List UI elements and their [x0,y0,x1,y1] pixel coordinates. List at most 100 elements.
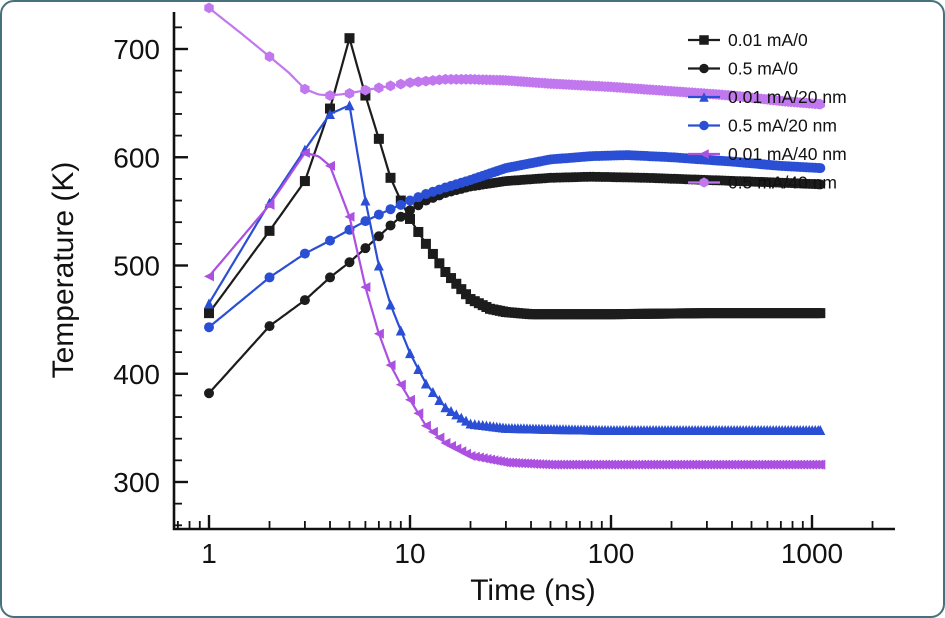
triangle-up-marker [427,387,438,398]
y-tick-label: 400 [113,359,160,390]
circle-marker [405,205,415,216]
triangle-left-marker [465,451,476,462]
triangle-up-marker [446,405,457,416]
circle-marker [395,211,406,222]
circle-marker [325,235,336,246]
triangle-up-marker [344,100,355,111]
legend-item[interactable]: 0.01 mA/40 nm [688,144,847,164]
hexagon-marker [699,177,709,188]
legend: 0.01 mA/0 0.5 mA/0 0.01 mA/20 nm 0.5 mA/20 … [688,30,847,193]
square-marker [344,33,355,44]
circle-marker [405,195,415,206]
series-0-01-ma-40-nm [204,147,826,470]
circle-marker [373,231,384,242]
hexagon-marker [360,84,371,96]
y-tick-label: 300 [113,467,160,498]
circle-marker [204,388,214,399]
circle-marker [385,220,396,231]
series-group [204,2,826,470]
legend-label: 0.01 mA/20 nm [728,87,847,107]
x-tick-label: 10 [394,538,425,569]
square-marker [325,103,336,114]
triangle-left-marker [385,360,396,371]
triangle-up-marker [325,108,336,119]
square-marker [446,273,457,284]
circle-marker [299,248,310,259]
triangle-up-marker [405,348,415,359]
triangle-up-marker [204,298,214,309]
triangle-up-marker [420,378,431,389]
legend-item[interactable]: 0.01 mA/0 [688,30,808,50]
circle-marker [264,272,275,283]
square-marker [456,284,467,295]
hexagon-marker [374,82,384,94]
circle-marker [385,204,396,215]
triangle-left-marker [469,451,480,462]
hexagon-marker [413,76,423,88]
square-marker [427,248,438,259]
square-marker [420,238,431,249]
legend-item[interactable]: 0.5 mA/40 nm [688,173,837,193]
triangle-left-marker [360,282,371,293]
legend-item[interactable]: 0.5 mA/0 [688,59,798,79]
circle-marker [344,257,355,268]
circle-marker [373,209,384,220]
legend-label: 0.01 mA/40 nm [728,144,847,164]
square-marker [405,213,415,224]
square-marker [451,278,462,289]
square-marker [440,266,451,277]
y-tick-label: 700 [113,34,160,65]
circle-marker [264,321,275,332]
triangle-left-marker [204,271,214,282]
legend-item[interactable]: 0.5 mA/20 nm [688,116,837,136]
circle-marker [360,216,371,227]
series-0-5-ma-0 [204,171,826,399]
y-tick-label: 600 [113,142,160,173]
triangle-up-marker [815,425,826,436]
legend-label: 0.5 mA/0 [728,59,798,79]
series-0-5-ma-20-nm [204,150,826,333]
square-marker [373,133,384,144]
triangle-left-marker [699,149,709,159]
square-marker [299,176,310,187]
circle-marker [815,179,826,190]
triangle-up-marker [413,364,424,375]
triangle-left-marker [427,426,438,437]
series-line [208,175,821,394]
hexagon-marker [815,98,825,110]
circle-marker [815,163,826,174]
triangle-left-marker [434,432,445,443]
hexagon-marker [385,80,396,92]
circle-marker [360,243,371,254]
square-marker [413,226,424,237]
y-axis-title: Temperature (K) [47,161,80,379]
triangle-left-marker [325,160,336,171]
square-marker [360,90,371,101]
hexagon-marker [344,88,355,99]
triangle-left-marker [299,147,310,158]
hexagon-marker [405,77,415,88]
series-0-01-ma-0 [204,33,826,320]
series-0-01-ma-20-nm [204,100,826,436]
legend-item[interactable]: 0.01 mA/20 nm [688,87,847,107]
x-axis-title: Time (ns) [470,574,596,607]
square-marker [815,308,826,319]
x-tick-label: 1000 [781,538,843,569]
triangle-left-marker [373,328,384,339]
triangle-up-marker [385,299,396,310]
triangle-up-marker [395,325,406,336]
x-axis: 1 10 100 1000 [176,515,874,569]
y-axis: 300 400 500 600 700 [113,26,188,527]
circle-marker [299,295,310,306]
triangle-left-marker [405,394,415,405]
triangle-up-marker [440,402,451,413]
hexagon-marker [204,2,214,14]
circle-marker [413,200,424,211]
legend-label: 0.5 mA/40 nm [728,173,837,193]
triangle-up-marker [699,92,709,102]
triangle-left-marker [815,459,826,470]
square-marker [434,258,445,269]
square-marker [699,35,709,45]
